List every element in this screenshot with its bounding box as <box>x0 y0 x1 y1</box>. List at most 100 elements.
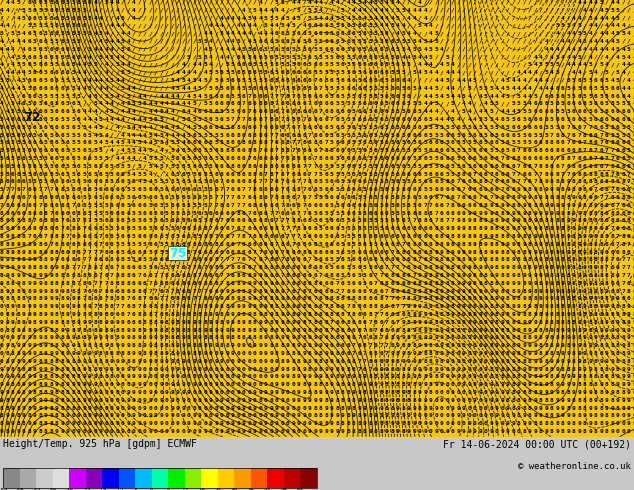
Text: 4: 4 <box>512 109 515 114</box>
Text: 6: 6 <box>352 156 356 161</box>
Text: 8: 8 <box>358 327 361 333</box>
Text: 6: 6 <box>66 211 70 216</box>
Text: 8: 8 <box>11 382 15 387</box>
Text: 8: 8 <box>479 273 482 278</box>
Text: 9: 9 <box>567 335 570 341</box>
Text: 8: 8 <box>616 289 620 294</box>
Text: 6: 6 <box>319 140 323 146</box>
Text: 4: 4 <box>93 133 97 138</box>
Text: 5: 5 <box>198 39 202 44</box>
Text: 6: 6 <box>22 156 26 161</box>
Text: 4: 4 <box>429 39 433 44</box>
Text: 9: 9 <box>456 414 460 418</box>
Text: 5: 5 <box>204 62 207 68</box>
Text: 6: 6 <box>253 164 257 169</box>
Text: 4: 4 <box>88 78 92 83</box>
Text: 8: 8 <box>550 414 553 418</box>
Text: 9: 9 <box>539 234 543 239</box>
Text: 7: 7 <box>280 109 284 114</box>
Text: 5: 5 <box>363 164 366 169</box>
Text: 0: 0 <box>396 444 400 449</box>
Text: 0: 0 <box>297 406 301 411</box>
Text: 5: 5 <box>121 242 125 247</box>
Text: 4: 4 <box>99 47 103 52</box>
Text: 6: 6 <box>500 148 504 153</box>
Text: 8: 8 <box>588 211 592 216</box>
Text: 5: 5 <box>341 86 345 91</box>
Text: /: / <box>539 16 543 21</box>
Text: -18: -18 <box>97 489 108 490</box>
Text: 4: 4 <box>16 86 20 91</box>
Text: 6: 6 <box>209 273 213 278</box>
Text: 6: 6 <box>616 257 620 262</box>
Text: 5: 5 <box>138 101 141 106</box>
Text: 8: 8 <box>517 257 521 262</box>
Text: 6: 6 <box>451 179 455 184</box>
Text: 4: 4 <box>22 70 26 75</box>
Text: /: / <box>143 0 146 5</box>
Text: 4: 4 <box>99 16 103 21</box>
Text: 9: 9 <box>627 335 631 341</box>
Text: 4: 4 <box>220 54 224 60</box>
Text: 8: 8 <box>220 320 224 325</box>
Text: 8: 8 <box>127 273 130 278</box>
Text: 9: 9 <box>424 312 427 317</box>
Text: 7: 7 <box>297 234 301 239</box>
Text: /: / <box>165 86 169 91</box>
Text: 9: 9 <box>99 437 103 442</box>
Text: 6: 6 <box>401 117 405 122</box>
Text: 8: 8 <box>253 312 257 317</box>
Text: 6: 6 <box>121 187 125 192</box>
Text: 6: 6 <box>308 94 312 98</box>
Text: 8: 8 <box>253 172 257 176</box>
Text: 9: 9 <box>231 367 235 371</box>
Text: 5: 5 <box>319 242 323 247</box>
Text: 8: 8 <box>407 242 411 247</box>
Text: /: / <box>467 47 471 52</box>
Text: 8: 8 <box>578 249 581 255</box>
Text: 8: 8 <box>60 281 64 286</box>
Text: 7: 7 <box>440 195 444 200</box>
Text: 8: 8 <box>49 359 53 364</box>
Text: 7: 7 <box>286 234 290 239</box>
Text: 6: 6 <box>55 148 59 153</box>
Text: 5: 5 <box>264 24 268 28</box>
Text: 5: 5 <box>88 86 92 91</box>
Text: /: / <box>429 16 433 21</box>
Text: 8: 8 <box>567 226 570 231</box>
Text: 0: 0 <box>253 421 257 426</box>
Text: 8: 8 <box>330 109 333 114</box>
Text: 6: 6 <box>44 148 48 153</box>
Text: 9: 9 <box>330 421 333 426</box>
Text: 4: 4 <box>616 0 620 5</box>
Text: 6: 6 <box>231 179 235 184</box>
Text: 5: 5 <box>264 78 268 83</box>
Text: 6: 6 <box>358 312 361 317</box>
Text: 8: 8 <box>99 367 103 371</box>
Text: 5: 5 <box>335 70 339 75</box>
Text: 6: 6 <box>352 164 356 169</box>
Text: 9: 9 <box>555 249 559 255</box>
Text: 7: 7 <box>605 195 609 200</box>
Text: 8: 8 <box>236 327 240 333</box>
Text: /: / <box>247 8 251 13</box>
Text: 6: 6 <box>264 211 268 216</box>
Text: 8: 8 <box>27 444 31 449</box>
Text: 5: 5 <box>451 117 455 122</box>
Text: 6: 6 <box>110 234 113 239</box>
Text: 7: 7 <box>231 117 235 122</box>
Text: 5: 5 <box>204 39 207 44</box>
Text: 9: 9 <box>616 398 620 403</box>
Text: 9: 9 <box>545 390 548 395</box>
Text: 8: 8 <box>352 406 356 411</box>
Text: 8: 8 <box>578 289 581 294</box>
Text: 4: 4 <box>143 148 146 153</box>
Text: 6: 6 <box>358 54 361 60</box>
Text: 6: 6 <box>181 273 185 278</box>
Text: /: / <box>545 54 548 60</box>
Text: 9: 9 <box>621 367 625 371</box>
Text: 9: 9 <box>313 335 317 341</box>
Text: 5: 5 <box>110 164 113 169</box>
Text: 6: 6 <box>363 203 366 208</box>
Text: /: / <box>132 31 136 36</box>
